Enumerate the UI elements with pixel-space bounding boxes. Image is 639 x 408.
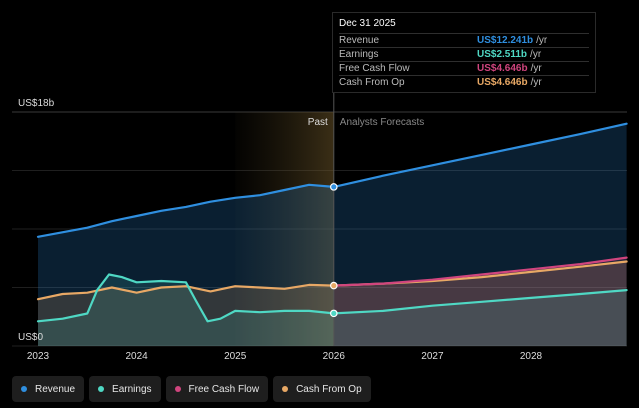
line-earnings bbox=[36, 273, 628, 323]
past-label: Past bbox=[308, 117, 328, 128]
marker-earnings bbox=[329, 309, 338, 318]
marker-revenue bbox=[329, 183, 338, 191]
legend-item-revenue[interactable]: Revenue bbox=[12, 376, 85, 402]
legend-dot-icon bbox=[174, 386, 181, 392]
tooltip-label: Free Cash Flow bbox=[339, 63, 410, 74]
forecast-label: Analysts Forecasts bbox=[340, 117, 424, 128]
x-tick-label: 2026 bbox=[323, 351, 346, 362]
legend-item-free-cash-flow[interactable]: Free Cash Flow bbox=[165, 376, 269, 402]
tooltip-value: US$12.241b bbox=[477, 35, 534, 46]
tooltip-date: Dec 31 2025 bbox=[339, 18, 396, 29]
legend-item-earnings[interactable]: Earnings bbox=[89, 376, 161, 402]
legend-dot-icon bbox=[98, 386, 105, 392]
legend-label: Free Cash Flow bbox=[188, 383, 260, 395]
line-revenue bbox=[36, 122, 628, 238]
tooltip-row: Earnings US$2.511b/yr bbox=[339, 47, 589, 61]
legend-label: Cash From Op bbox=[296, 383, 362, 395]
area-revenue bbox=[38, 123, 627, 346]
tooltip-label: Earnings bbox=[339, 49, 379, 60]
legend: Revenue Earnings Free Cash Flow Cash From O… bbox=[12, 376, 371, 402]
tooltip-unit: /yr bbox=[530, 63, 542, 74]
tooltip-unit: /yr bbox=[530, 49, 542, 60]
tooltip-unit: /yr bbox=[530, 77, 542, 88]
x-tick-label: 2028 bbox=[520, 351, 543, 362]
legend-dot-icon bbox=[21, 386, 27, 392]
area-earnings bbox=[38, 274, 627, 346]
marker-cash-from-op bbox=[329, 281, 338, 290]
y-min-label: US$0 bbox=[18, 332, 43, 343]
line-cash-from-op bbox=[36, 260, 628, 301]
legend-item-cash-from-op[interactable]: Cash From Op bbox=[273, 376, 371, 402]
area-cash-from-op bbox=[38, 261, 627, 346]
tooltip-value: US$2.511b bbox=[477, 49, 528, 60]
tooltip-row: Cash From Op US$4.646b/yr bbox=[339, 75, 589, 89]
legend-label: Earnings bbox=[112, 383, 152, 395]
y-max-label: US$18b bbox=[18, 98, 55, 109]
tooltip-row: Revenue US$12.241b/yr bbox=[339, 33, 589, 47]
x-tick-label: 2025 bbox=[224, 351, 247, 362]
tooltip-row: Free Cash Flow US$4.646b/yr bbox=[339, 61, 589, 75]
tooltip-unit: /yr bbox=[536, 35, 548, 46]
tooltip-value: US$4.646b bbox=[477, 63, 528, 74]
tooltip-value: US$4.646b bbox=[477, 77, 528, 88]
past-highlight-band bbox=[235, 112, 334, 346]
legend-label: Revenue bbox=[35, 383, 76, 395]
line-free-cash-flow bbox=[332, 256, 628, 287]
x-tick-label: 2023 bbox=[27, 351, 50, 362]
x-tick-label: 2024 bbox=[125, 351, 148, 362]
tooltip-label: Revenue bbox=[339, 35, 380, 46]
x-tick-label: 2027 bbox=[421, 351, 444, 362]
tooltip: Dec 31 2025 Revenue US$12.241b/yr Earnings… bbox=[332, 12, 596, 93]
tooltip-label: Cash From Op bbox=[339, 77, 405, 88]
legend-dot-icon bbox=[282, 386, 289, 392]
